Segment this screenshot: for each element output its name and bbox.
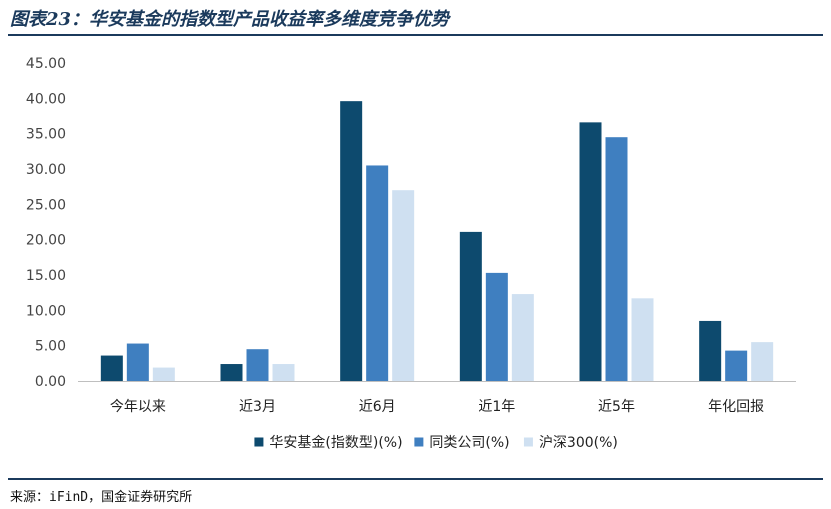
x-tick-label: 今年以来 — [110, 399, 166, 415]
bars — [100, 101, 774, 382]
bar — [511, 294, 534, 381]
x-tick-label: 近1年 — [478, 399, 515, 415]
bar — [631, 298, 654, 381]
x-tick-label: 近6月 — [359, 399, 396, 415]
y-tick-label: 5.00 — [35, 339, 66, 355]
y-tick-label: 0.00 — [35, 374, 66, 390]
bar — [459, 231, 482, 381]
legend-swatch — [414, 437, 424, 447]
y-tick-label: 35.00 — [26, 127, 66, 143]
bar — [579, 122, 602, 382]
bar — [699, 320, 722, 381]
legend: 华安基金(指数型)(%) 同类公司(%) 沪深300(%) — [254, 434, 618, 451]
figure-title: 图表23：华安基金的指数型产品收益率多维度竞争优势 — [10, 9, 450, 30]
footer-divider — [8, 478, 823, 480]
source-note: 来源：iFinD，国金证券研究所 — [10, 490, 193, 505]
title-divider — [8, 34, 823, 36]
x-tick-label: 近5年 — [598, 399, 635, 415]
legend-swatch — [523, 437, 533, 447]
legend-label: 沪深300(%) — [539, 435, 618, 451]
x-tick-label: 近3月 — [239, 399, 276, 415]
bar — [605, 137, 628, 381]
bar — [100, 355, 123, 381]
bar — [152, 367, 175, 381]
bar — [392, 190, 415, 381]
x-tick-label: 年化回报 — [708, 399, 764, 415]
bar — [366, 165, 389, 381]
bar — [485, 272, 508, 381]
x-axis: 今年以来 近3月 近6月 近1年 近5年 年化回报 — [78, 381, 796, 415]
y-tick-label: 45.00 — [26, 56, 66, 72]
y-tick-label: 30.00 — [26, 162, 66, 178]
bar — [126, 343, 149, 381]
y-tick-label: 40.00 — [26, 91, 66, 107]
legend-label: 同类公司(%) — [429, 435, 509, 451]
y-axis: 0.00 5.00 10.00 15.00 20.00 25.00 30.00 35.00 40… — [26, 56, 66, 390]
legend-swatch — [254, 437, 264, 447]
bar — [751, 342, 774, 381]
legend-label: 华安基金(指数型)(%) — [269, 434, 402, 451]
bar — [220, 364, 243, 381]
bar — [725, 350, 748, 381]
bar — [246, 349, 269, 381]
y-tick-label: 20.00 — [26, 233, 66, 249]
bar — [340, 101, 363, 381]
bar-chart: 0.00 5.00 10.00 15.00 20.00 25.00 30.00 35.00 40… — [26, 56, 796, 451]
y-tick-label: 15.00 — [26, 268, 66, 284]
y-tick-label: 25.00 — [26, 197, 66, 213]
bar — [272, 364, 295, 381]
y-tick-label: 10.00 — [26, 303, 66, 319]
